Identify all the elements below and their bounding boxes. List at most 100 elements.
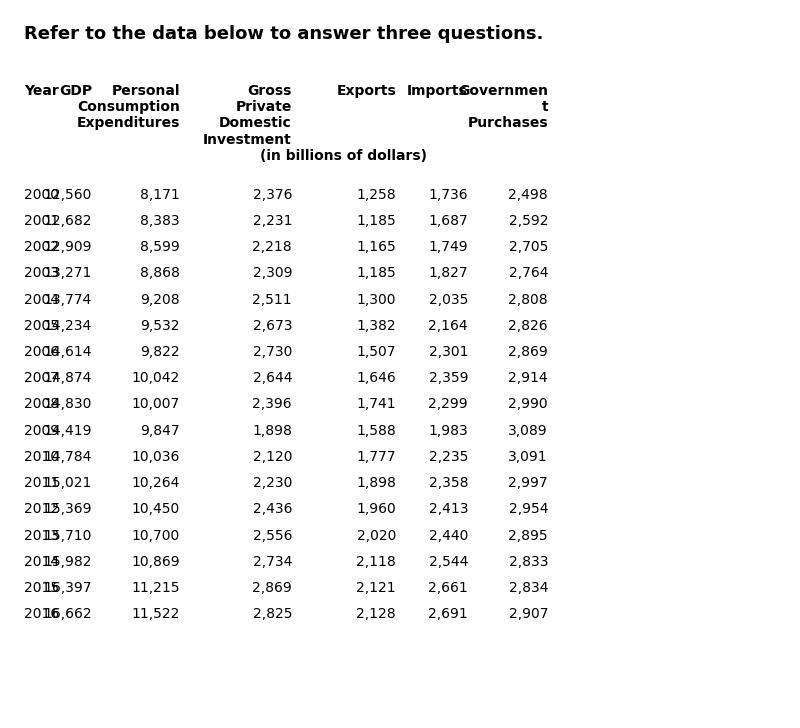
Text: (in billions of dollars): (in billions of dollars)	[261, 149, 427, 163]
Text: 15,710: 15,710	[44, 529, 92, 542]
Text: Consumption: Consumption	[77, 100, 180, 114]
Text: 9,847: 9,847	[140, 424, 180, 438]
Text: 2,592: 2,592	[509, 214, 548, 228]
Text: 1,687: 1,687	[428, 214, 468, 228]
Text: 2,544: 2,544	[429, 555, 468, 569]
Text: 2,301: 2,301	[429, 345, 468, 359]
Text: 15,021: 15,021	[44, 476, 92, 490]
Text: 1,749: 1,749	[428, 240, 468, 254]
Text: 15,982: 15,982	[43, 555, 92, 569]
Text: 2,825: 2,825	[253, 607, 292, 621]
Text: 14,874: 14,874	[44, 371, 92, 385]
Text: Purchases: Purchases	[467, 116, 548, 130]
Text: 10,450: 10,450	[132, 502, 180, 516]
Text: 2,020: 2,020	[357, 529, 396, 542]
Text: 1,300: 1,300	[357, 293, 396, 306]
Text: 2000: 2000	[24, 188, 59, 202]
Text: 2006: 2006	[24, 345, 59, 359]
Text: 2005: 2005	[24, 319, 59, 333]
Text: 2,764: 2,764	[509, 266, 548, 280]
Text: 1,827: 1,827	[428, 266, 468, 280]
Text: 2,358: 2,358	[429, 476, 468, 490]
Text: 2,734: 2,734	[253, 555, 292, 569]
Text: 14,234: 14,234	[44, 319, 92, 333]
Text: 14,784: 14,784	[44, 450, 92, 464]
Text: 10,869: 10,869	[131, 555, 180, 569]
Text: 2,869: 2,869	[508, 345, 548, 359]
Text: 1,777: 1,777	[357, 450, 396, 464]
Text: Personal: Personal	[111, 84, 180, 98]
Text: GDP: GDP	[59, 84, 92, 98]
Text: Refer to the data below to answer three questions.: Refer to the data below to answer three …	[24, 25, 543, 44]
Text: 2014: 2014	[24, 555, 59, 569]
Text: 2,359: 2,359	[429, 371, 468, 385]
Text: 8,171: 8,171	[140, 188, 180, 202]
Text: 1,165: 1,165	[356, 240, 396, 254]
Text: 8,868: 8,868	[140, 266, 180, 280]
Text: 2013: 2013	[24, 529, 59, 542]
Text: 14,419: 14,419	[43, 424, 92, 438]
Text: 9,532: 9,532	[141, 319, 180, 333]
Text: 2,808: 2,808	[508, 293, 548, 306]
Text: 2004: 2004	[24, 293, 59, 306]
Text: 2,691: 2,691	[428, 607, 468, 621]
Text: 3,091: 3,091	[508, 450, 548, 464]
Text: 1,185: 1,185	[356, 266, 396, 280]
Text: 12,560: 12,560	[44, 188, 92, 202]
Text: 2,834: 2,834	[509, 581, 548, 595]
Text: 2,120: 2,120	[253, 450, 292, 464]
Text: Year: Year	[24, 84, 58, 98]
Text: Exports: Exports	[336, 84, 396, 98]
Text: 2,309: 2,309	[253, 266, 292, 280]
Text: 1,507: 1,507	[357, 345, 396, 359]
Text: 1,983: 1,983	[428, 424, 468, 438]
Text: 2,895: 2,895	[508, 529, 548, 542]
Text: 3,089: 3,089	[508, 424, 548, 438]
Text: 15,369: 15,369	[43, 502, 92, 516]
Text: 1,898: 1,898	[252, 424, 292, 438]
Text: 16,662: 16,662	[43, 607, 92, 621]
Text: 1,382: 1,382	[356, 319, 396, 333]
Text: 11,522: 11,522	[132, 607, 180, 621]
Text: 10,007: 10,007	[132, 397, 180, 411]
Text: Domestic: Domestic	[219, 116, 292, 130]
Text: 2,121: 2,121	[356, 581, 396, 595]
Text: 1,588: 1,588	[356, 424, 396, 438]
Text: 1,960: 1,960	[356, 502, 396, 516]
Text: 9,822: 9,822	[140, 345, 180, 359]
Text: 2,440: 2,440	[429, 529, 468, 542]
Text: 12,909: 12,909	[43, 240, 92, 254]
Text: 2010: 2010	[24, 450, 59, 464]
Text: 2,230: 2,230	[253, 476, 292, 490]
Text: 2,231: 2,231	[253, 214, 292, 228]
Text: 2009: 2009	[24, 424, 59, 438]
Text: 2,118: 2,118	[356, 555, 396, 569]
Text: 2003: 2003	[24, 266, 59, 280]
Text: 2,833: 2,833	[509, 555, 548, 569]
Text: 14,614: 14,614	[43, 345, 92, 359]
Text: 2,396: 2,396	[252, 397, 292, 411]
Text: Imports: Imports	[407, 84, 468, 98]
Text: 2,164: 2,164	[428, 319, 468, 333]
Text: 2,954: 2,954	[509, 502, 548, 516]
Text: 2,128: 2,128	[356, 607, 396, 621]
Text: 1,185: 1,185	[356, 214, 396, 228]
Text: 2016: 2016	[24, 607, 59, 621]
Text: 2015: 2015	[24, 581, 59, 595]
Text: 2,644: 2,644	[253, 371, 292, 385]
Text: 11,215: 11,215	[131, 581, 180, 595]
Text: 2002: 2002	[24, 240, 59, 254]
Text: 10,264: 10,264	[132, 476, 180, 490]
Text: 1,646: 1,646	[356, 371, 396, 385]
Text: 1,898: 1,898	[356, 476, 396, 490]
Text: 2,556: 2,556	[253, 529, 292, 542]
Text: 2,661: 2,661	[428, 581, 468, 595]
Text: 2012: 2012	[24, 502, 59, 516]
Text: 2,299: 2,299	[428, 397, 468, 411]
Text: 8,599: 8,599	[140, 240, 180, 254]
Text: Private: Private	[236, 100, 292, 114]
Text: 2,218: 2,218	[252, 240, 292, 254]
Text: 16,397: 16,397	[43, 581, 92, 595]
Text: 2,705: 2,705	[509, 240, 548, 254]
Text: 2007: 2007	[24, 371, 59, 385]
